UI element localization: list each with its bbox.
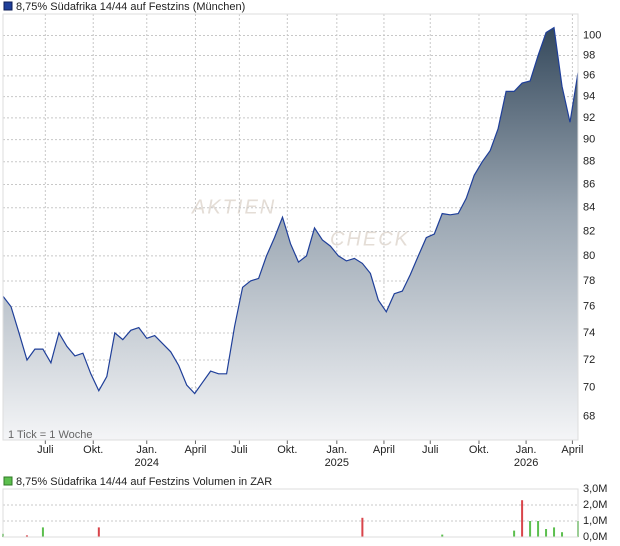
- x-tick-label: Okt.: [83, 444, 103, 456]
- y-tick-label: 68: [583, 410, 595, 422]
- y-tick-label: 2,0M: [583, 499, 607, 511]
- y-tick-label: 96: [583, 70, 595, 82]
- y-tick-label: 100: [583, 29, 601, 41]
- area: [3, 27, 578, 440]
- volume-bar: [545, 529, 548, 537]
- y-tick-label: 80: [583, 250, 595, 262]
- x-year-label: 2024: [135, 457, 159, 469]
- x-tick-label: Juli: [422, 444, 439, 456]
- watermark: CHECK: [330, 228, 410, 250]
- x-year-label: 2025: [325, 457, 349, 469]
- y-tick-label: 82: [583, 225, 595, 237]
- y-tick-label: 1,0M: [583, 515, 607, 527]
- volume-bar: [361, 517, 364, 537]
- legend-swatch: [3, 1, 13, 11]
- x-tick-label: April: [184, 444, 206, 456]
- legend-swatch: [3, 476, 13, 486]
- volume-bar: [41, 527, 44, 537]
- x-tick-label: Okt.: [277, 444, 297, 456]
- x-tick-label: Juli: [231, 444, 248, 456]
- volume-title: 8,75% Südafrika 14/44 auf Festzins Volum…: [16, 476, 272, 488]
- y-tick-label: 70: [583, 382, 595, 394]
- y-tick-label: 74: [583, 327, 595, 339]
- volume-bar: [529, 521, 532, 537]
- volume-bar: [25, 535, 28, 537]
- y-tick-label: 88: [583, 156, 595, 168]
- volume-bar: [537, 521, 540, 537]
- volume-bar: [561, 532, 564, 537]
- y-tick-label: 72: [583, 354, 595, 366]
- plot-frame: [2, 13, 579, 441]
- tick-note: 1 Tick = 1 Woche: [8, 429, 92, 441]
- y-tick-label: 84: [583, 202, 595, 214]
- y-tick-label: 92: [583, 112, 595, 124]
- y-tick-label: 0,0M: [583, 531, 607, 543]
- chart-title: 8,75% Südafrika 14/44 auf Festzins (Münc…: [16, 1, 245, 13]
- y-tick-label: 98: [583, 49, 595, 61]
- volume-bar: [441, 534, 444, 537]
- x-tick-label: April: [373, 444, 395, 456]
- line: [2, 26, 579, 395]
- y-tick-label: 78: [583, 275, 595, 287]
- y-tick-label: 3,0M: [583, 483, 607, 495]
- x-tick-label: Jan.: [136, 444, 157, 456]
- y-tick-label: 94: [583, 91, 595, 103]
- volume-bar: [521, 500, 524, 537]
- x-tick-label: Juli: [37, 444, 54, 456]
- plot: [2, 14, 579, 538]
- volume-bar: [97, 527, 100, 537]
- volume-frame: [2, 488, 579, 538]
- x-year-label: 2026: [514, 457, 538, 469]
- volume-bar: [553, 527, 556, 537]
- y-tick-label: 90: [583, 133, 595, 145]
- x-tick-label: Jan.: [326, 444, 347, 456]
- y-tick-label: 86: [583, 178, 595, 190]
- y-tick-label: 76: [583, 301, 595, 313]
- x-tick-label: April: [561, 444, 583, 456]
- x-tick-label: Okt.: [469, 444, 489, 456]
- x-tick-label: Jan.: [516, 444, 537, 456]
- volume-bar: [513, 530, 516, 537]
